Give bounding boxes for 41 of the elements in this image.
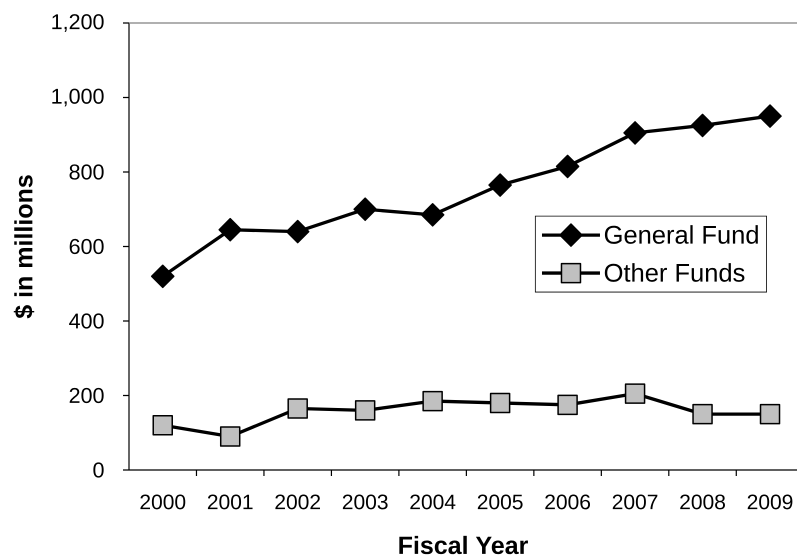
point <box>690 114 714 138</box>
point <box>353 197 377 222</box>
point <box>218 218 242 242</box>
x-tick-label: 2003 <box>342 494 388 510</box>
x-tick-label: 2002 <box>275 494 320 510</box>
x-tick-label: 2006 <box>545 494 590 510</box>
y-tick-label: 0 <box>93 462 104 478</box>
point <box>758 104 782 128</box>
point <box>220 426 240 447</box>
point <box>557 394 578 416</box>
point <box>488 173 512 197</box>
x-tick-label: 2009 <box>748 494 792 510</box>
point <box>420 203 444 227</box>
y-tick-label: 200 <box>70 388 104 404</box>
x-tick-label: 2008 <box>680 494 725 510</box>
point <box>354 400 376 421</box>
point <box>623 121 647 145</box>
y-tick-label: 1,000 <box>52 88 104 106</box>
y-axis-title: $ in millions <box>14 175 34 318</box>
x-tick-label: 2000 <box>140 494 186 510</box>
x-tick-label: 2004 <box>410 494 456 510</box>
x-tick-label: 2001 <box>208 494 253 510</box>
point <box>624 383 646 404</box>
y-tick-label: 600 <box>70 238 104 254</box>
y-tick-label: 400 <box>69 313 104 329</box>
x-tick-label: 2007 <box>612 494 658 510</box>
legend-label: Other Funds <box>604 263 744 282</box>
point <box>150 264 175 288</box>
x-tick-label: 2005 <box>478 494 523 510</box>
point <box>422 390 443 412</box>
point <box>152 415 173 436</box>
y-tick-label: 1,200 <box>52 14 104 32</box>
point <box>287 398 308 419</box>
legend-label: General Fund <box>604 225 758 244</box>
x-axis-title: Fiscal Year <box>399 536 528 554</box>
point <box>760 404 780 424</box>
y-tick-label: 800 <box>70 164 104 180</box>
point <box>490 392 510 414</box>
point <box>556 154 580 178</box>
point <box>692 404 713 424</box>
point <box>286 220 310 244</box>
